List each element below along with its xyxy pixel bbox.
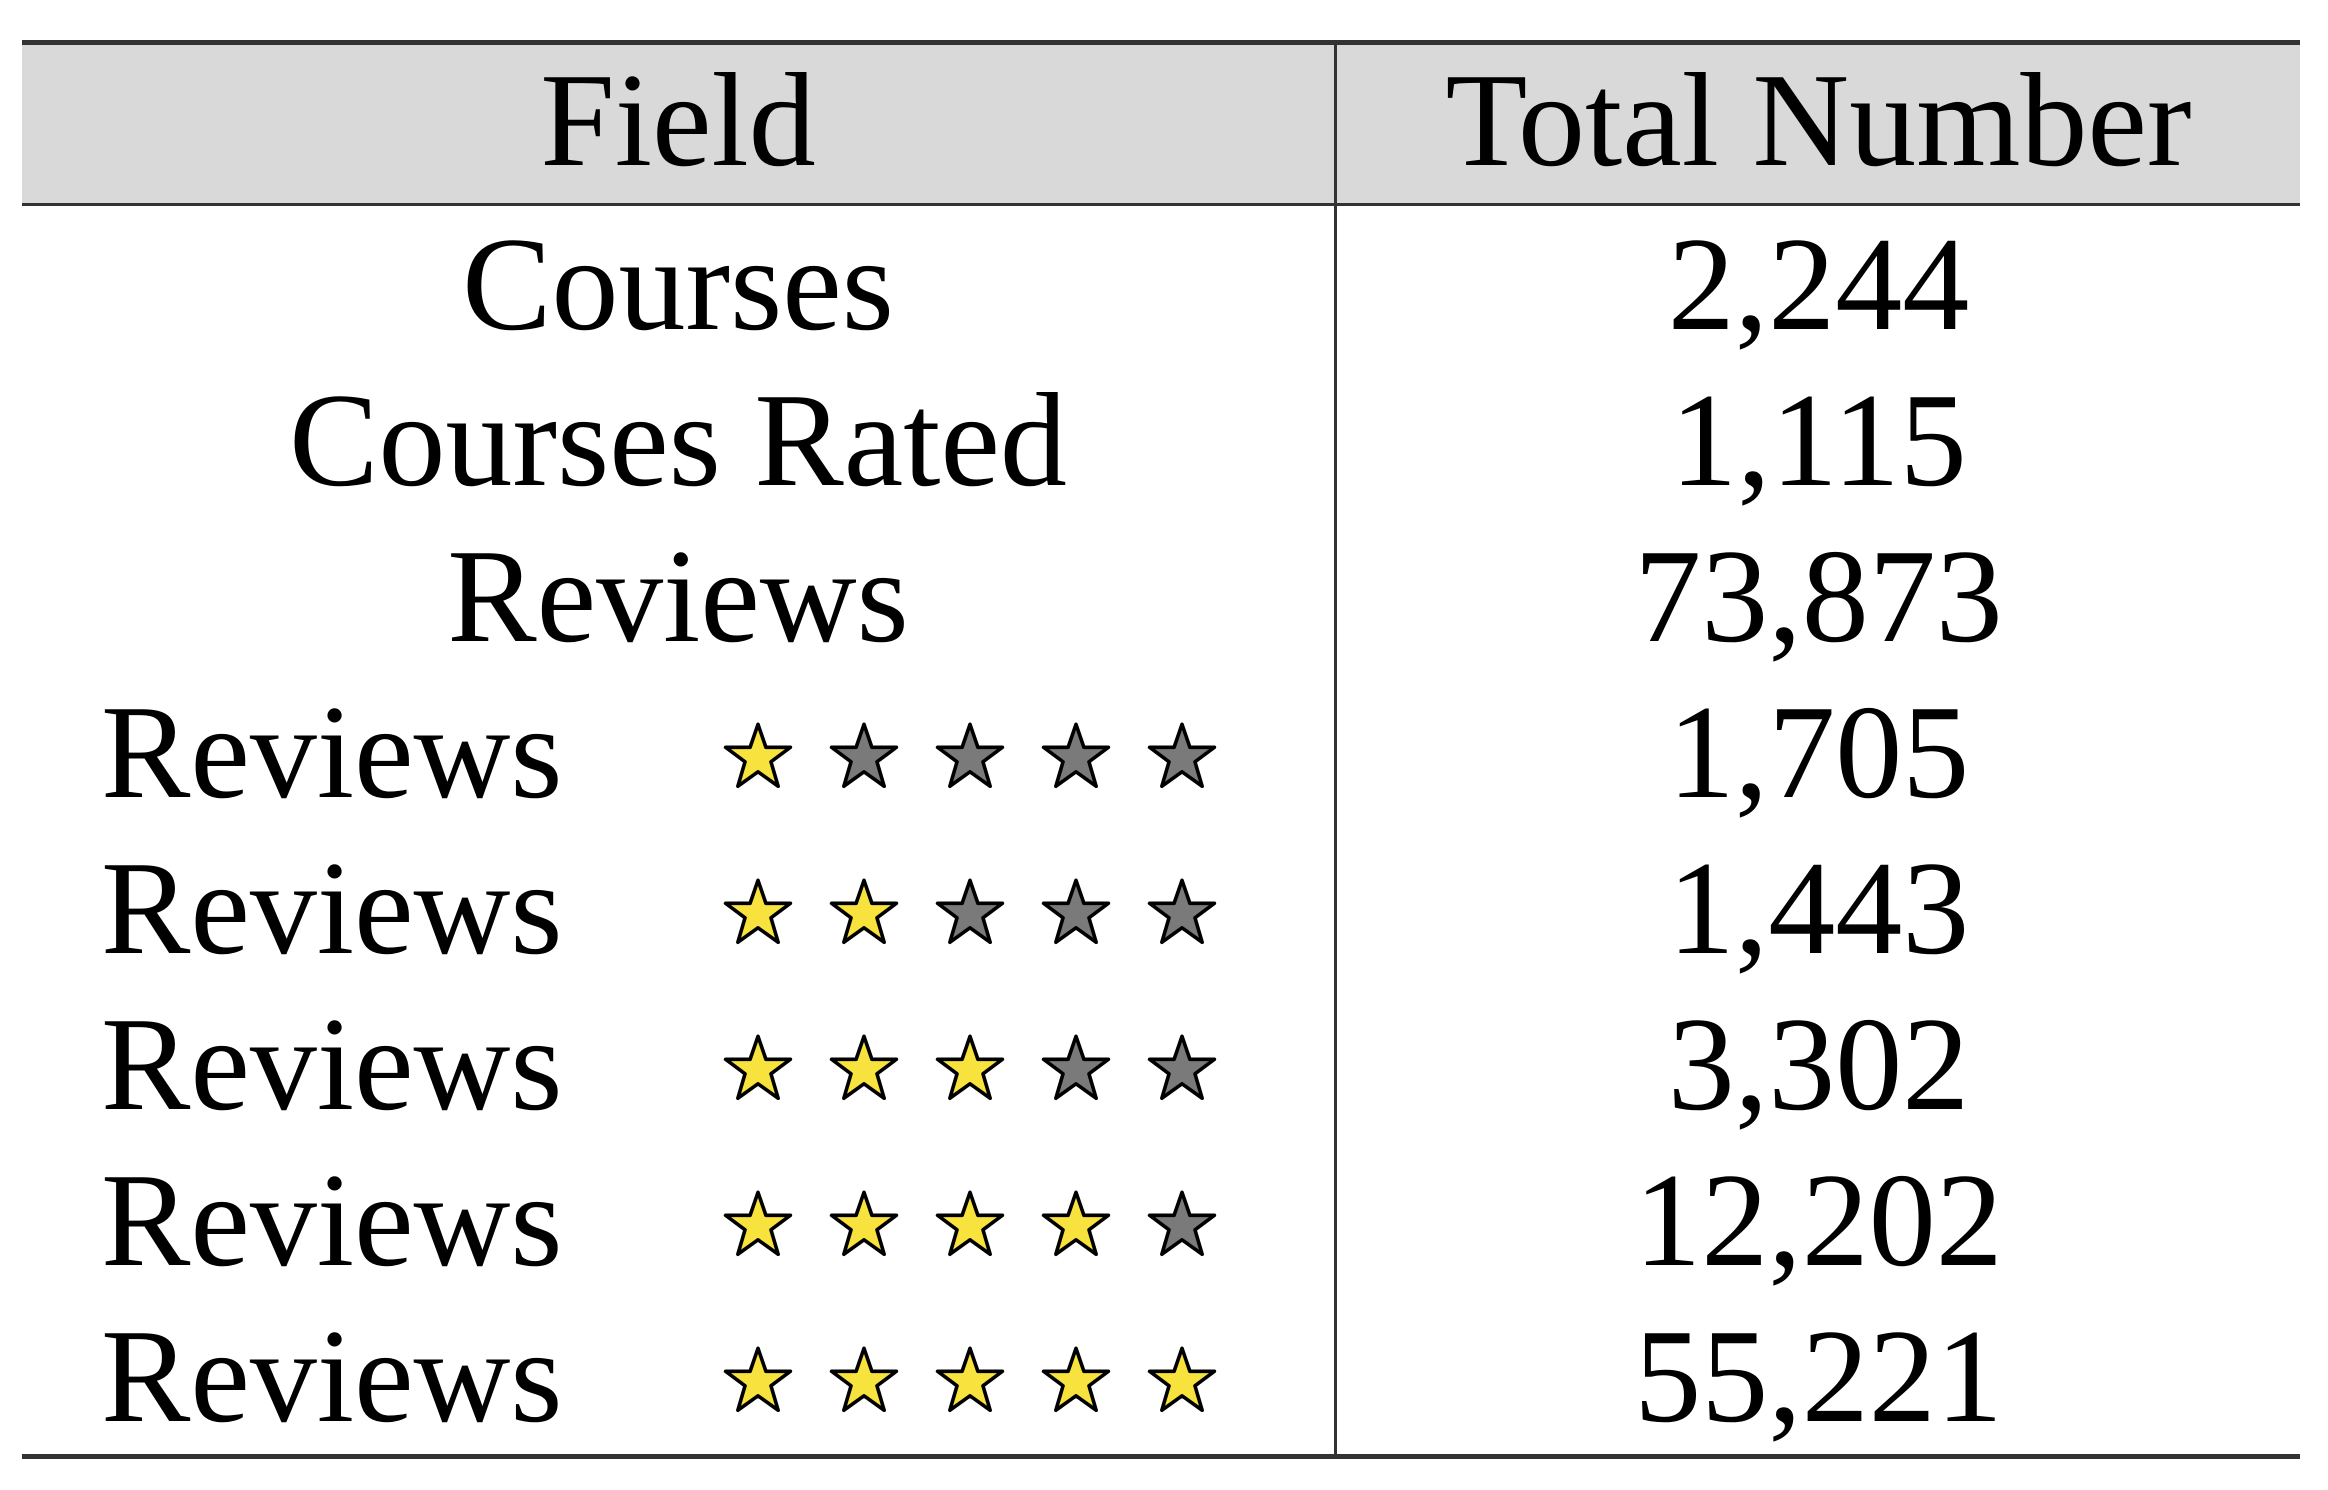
field-cell: Reviews bbox=[22, 674, 1334, 830]
star-empty-icon bbox=[1147, 722, 1217, 789]
star-empty-icon bbox=[935, 878, 1005, 945]
star-filled-icon bbox=[829, 1190, 899, 1257]
field-cell: Reviews bbox=[22, 986, 1334, 1142]
field-label: Reviews bbox=[101, 990, 563, 1138]
total-cell: 12,202 bbox=[1334, 1142, 2300, 1298]
total-cell: 55,221 bbox=[1334, 1298, 2300, 1454]
star-empty-icon bbox=[1041, 722, 1111, 789]
star-empty-icon bbox=[829, 722, 899, 789]
total-cell: 2,244 bbox=[1334, 206, 2300, 362]
star-rating bbox=[722, 1336, 1218, 1416]
star-filled-icon bbox=[829, 878, 899, 945]
field-cell: Reviews bbox=[22, 1142, 1334, 1298]
table-header-row: Field Total Number bbox=[22, 45, 2300, 206]
total-cell: 1,115 bbox=[1334, 362, 2300, 518]
field-cell: Reviews bbox=[22, 1298, 1334, 1454]
star-filled-icon bbox=[723, 878, 793, 945]
star-filled-icon bbox=[1041, 1346, 1111, 1413]
table-row: Reviews 1,705 bbox=[22, 674, 2300, 830]
header-field: Field bbox=[540, 46, 816, 194]
star-empty-icon bbox=[1041, 878, 1111, 945]
star-filled-icon bbox=[829, 1346, 899, 1413]
table-row: Reviews 73,873 bbox=[22, 518, 2300, 674]
field-cell: Reviews bbox=[22, 830, 1334, 986]
star-rating bbox=[722, 868, 1218, 948]
field-cell: Courses Rated bbox=[289, 366, 1067, 514]
field-label: Reviews bbox=[101, 834, 563, 982]
field-label: Reviews bbox=[101, 678, 563, 826]
field-label: Reviews bbox=[101, 1302, 563, 1450]
star-empty-icon bbox=[1147, 878, 1217, 945]
field-label: Reviews bbox=[101, 1146, 563, 1294]
total-cell: 3,302 bbox=[1334, 986, 2300, 1142]
star-filled-icon bbox=[829, 1034, 899, 1101]
star-filled-icon bbox=[935, 1034, 1005, 1101]
star-filled-icon bbox=[723, 722, 793, 789]
star-filled-icon bbox=[935, 1190, 1005, 1257]
star-empty-icon bbox=[1147, 1034, 1217, 1101]
star-filled-icon bbox=[1041, 1190, 1111, 1257]
total-cell: 73,873 bbox=[1334, 518, 2300, 674]
table-row: Reviews 12,202 bbox=[22, 1142, 2300, 1298]
star-rating bbox=[722, 712, 1218, 792]
star-rating bbox=[722, 1024, 1218, 1104]
star-empty-icon bbox=[935, 722, 1005, 789]
star-empty-icon bbox=[1147, 1190, 1217, 1257]
total-cell: 1,443 bbox=[1334, 830, 2300, 986]
table-row: Reviews 55,221 bbox=[22, 1298, 2300, 1454]
star-filled-icon bbox=[723, 1034, 793, 1101]
field-cell: Courses bbox=[462, 210, 894, 358]
total-cell: 1,705 bbox=[1334, 674, 2300, 830]
header-total-number: Total Number bbox=[1334, 45, 2300, 203]
table-row: Reviews 1,443 bbox=[22, 830, 2300, 986]
table-row: Courses Rated 1,115 bbox=[22, 362, 2300, 518]
statistics-table: Field Total Number Courses 2,244 Courses… bbox=[22, 40, 2300, 1459]
star-filled-icon bbox=[723, 1346, 793, 1413]
field-cell: Reviews bbox=[447, 522, 909, 670]
table-row: Courses 2,244 bbox=[22, 206, 2300, 362]
star-rating bbox=[722, 1180, 1218, 1260]
star-filled-icon bbox=[723, 1190, 793, 1257]
star-filled-icon bbox=[935, 1346, 1005, 1413]
star-filled-icon bbox=[1147, 1346, 1217, 1413]
table-row: Reviews 3,302 bbox=[22, 986, 2300, 1142]
star-empty-icon bbox=[1041, 1034, 1111, 1101]
